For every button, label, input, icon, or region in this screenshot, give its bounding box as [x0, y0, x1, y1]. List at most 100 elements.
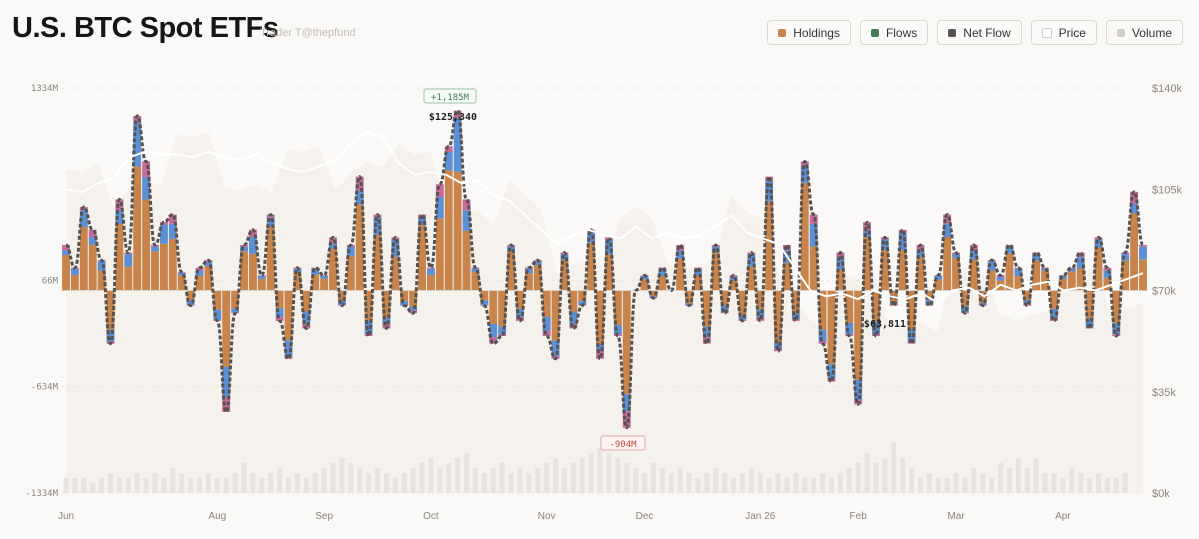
flow-bar-blue — [676, 250, 685, 259]
flow-bar-blue — [1103, 270, 1112, 278]
volume-bar — [686, 473, 692, 493]
flow-bar-blue — [961, 306, 969, 313]
holdings-bar — [1085, 290, 1094, 319]
flow-bar-blue — [293, 268, 302, 273]
flow-bar-pink — [836, 252, 845, 258]
holdings-bar — [827, 290, 836, 365]
volume-bar — [775, 473, 781, 493]
flow-bar-blue — [124, 254, 133, 267]
flow-bar-blue — [863, 230, 872, 238]
legend-price-button[interactable]: Price — [1030, 20, 1097, 45]
flow-bar-pink — [480, 305, 489, 306]
volume-bar — [998, 463, 1004, 493]
flows-swatch-icon — [870, 28, 879, 37]
volume-bar — [125, 478, 131, 493]
volume-bar — [143, 478, 149, 493]
flow-bar-blue — [311, 268, 320, 275]
holdings-bar — [658, 276, 667, 291]
flow-bar-pink — [978, 305, 987, 306]
flow-bar-blue — [1130, 203, 1139, 214]
volume-bar — [63, 478, 69, 493]
flow-bar-blue — [498, 326, 507, 335]
flow-bar-pink — [1041, 267, 1050, 269]
legend-volume-button[interactable]: Volume — [1105, 20, 1183, 45]
volume-bar — [668, 473, 674, 493]
volume-bar — [294, 473, 300, 493]
holdings-bar — [925, 290, 934, 301]
flow-bar-pink — [1058, 275, 1067, 276]
holdings-bar — [97, 270, 106, 291]
volume-bar — [232, 473, 238, 493]
holdings-bar — [266, 227, 275, 291]
holdings-bar — [195, 275, 204, 291]
holdings-bar — [320, 278, 329, 291]
flow-bar-pink — [302, 323, 311, 329]
holdings-bar — [409, 290, 418, 307]
flow-bar-pink — [969, 244, 978, 251]
flow-bar-blue — [382, 318, 391, 324]
volume-bar — [134, 473, 140, 493]
flow-bar-blue — [783, 250, 791, 263]
holdings-bar — [124, 266, 133, 291]
flow-bar-blue — [827, 364, 836, 378]
legend-flows-button[interactable]: Flows — [859, 20, 929, 45]
legend-netflow-button[interactable]: Net Flow — [937, 20, 1022, 45]
month-label: Jan 26 — [745, 511, 775, 522]
volume-bar — [864, 453, 870, 493]
flow-bar-pink — [515, 317, 524, 321]
flow-bar-blue — [800, 166, 809, 183]
flow-bar-pink — [159, 222, 168, 225]
flow-bar-blue — [854, 379, 863, 400]
flow-bar-pink — [925, 305, 934, 306]
volume-bar — [99, 478, 105, 493]
flow-bar-blue — [578, 301, 587, 306]
flow-bar-blue — [934, 275, 943, 280]
flow-bar-blue — [426, 268, 435, 275]
flow-bar-pink — [329, 237, 337, 244]
flow-bar-blue — [373, 217, 382, 235]
holdings-bar — [524, 273, 533, 291]
volume-bar — [268, 473, 274, 493]
legend-holdings-button[interactable]: Holdings — [767, 20, 851, 45]
flow-bar-blue — [872, 321, 880, 335]
holdings-bar — [106, 290, 115, 330]
netflow-swatch-icon — [948, 28, 957, 37]
holdings-bar — [133, 166, 142, 291]
flow-bar-pink — [524, 267, 533, 269]
volume-bar — [108, 473, 114, 493]
flow-bar-blue — [204, 261, 213, 266]
flow-bar-pink — [1103, 267, 1112, 271]
flow-bar-blue — [605, 239, 613, 255]
volume-bar — [535, 468, 541, 493]
flow-bar-blue — [907, 329, 916, 342]
flow-bar-pink — [934, 275, 943, 276]
flow-bar-blue — [302, 311, 311, 324]
holdings-bar — [720, 290, 729, 306]
flow-bar-pink — [676, 244, 685, 251]
holdings-bar — [275, 290, 284, 309]
volume-bar — [793, 473, 799, 493]
flow-bar-blue — [1023, 300, 1032, 304]
flow-bar-pink — [62, 244, 70, 251]
holdings-bar — [943, 236, 952, 291]
flow-bar-blue — [898, 232, 907, 251]
flow-bar-pink — [231, 312, 240, 314]
right-axis-tick: $35k — [1152, 387, 1176, 399]
flow-bar-blue — [560, 254, 569, 260]
volume-bar — [1024, 468, 1030, 493]
flow-bar-blue — [738, 315, 747, 320]
flow-bar-pink — [462, 199, 471, 211]
flow-bar-pink — [168, 214, 177, 224]
legend-label: Holdings — [793, 25, 840, 40]
flow-bar-pink — [346, 244, 355, 247]
holdings-bar — [969, 259, 978, 291]
holdings-bar — [1032, 260, 1041, 291]
month-label: Dec — [636, 511, 654, 522]
holdings-bar — [302, 290, 311, 312]
flow-bar-blue — [685, 303, 694, 306]
flow-bar-pink — [640, 275, 649, 276]
holdings-bar — [649, 290, 658, 297]
flow-bar-blue — [978, 303, 987, 306]
flow-bar-pink — [943, 214, 952, 224]
flow-bar-blue — [969, 250, 978, 260]
